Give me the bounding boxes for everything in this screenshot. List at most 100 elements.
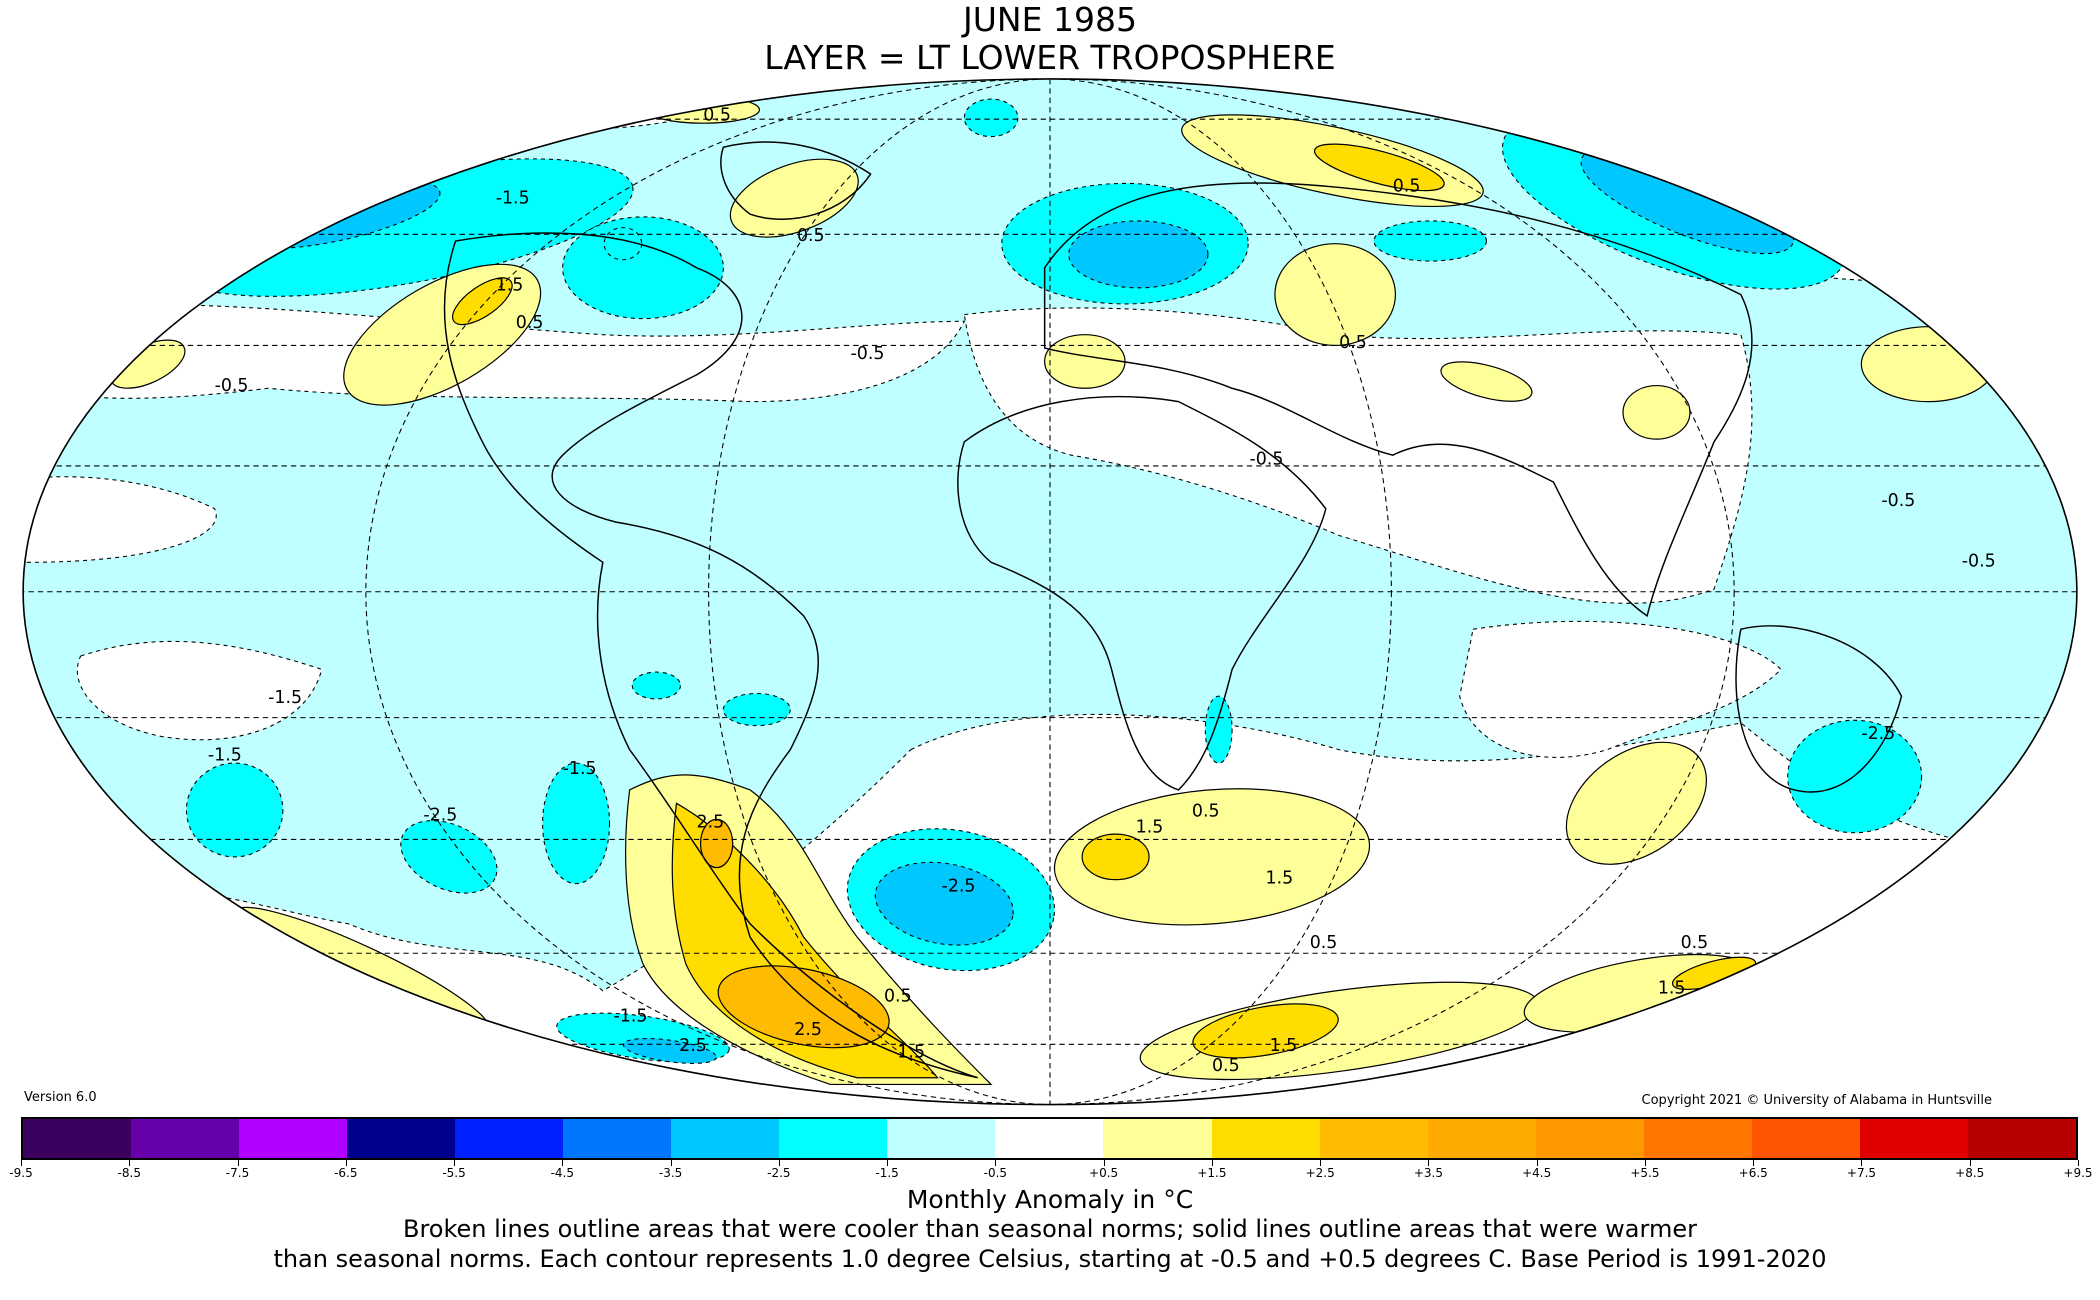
colorbar-axis-label: Monthly Anomaly in °C xyxy=(906,1185,1194,1214)
colorbar-tick-mark xyxy=(454,1160,456,1166)
colorbar-tick-mark xyxy=(237,1160,239,1166)
colorbar-segment xyxy=(1643,1119,1752,1158)
contour-label: 1.5 xyxy=(897,1043,925,1063)
contour-label: 1.5 xyxy=(1658,978,1686,998)
version-label: Version 6.0 xyxy=(24,1090,97,1105)
colorbar-segment xyxy=(671,1119,780,1158)
contour-label: 1.5 xyxy=(496,276,524,296)
colorbar-segment xyxy=(1211,1119,1320,1158)
coastlines xyxy=(443,141,1903,1079)
colorbar-tick-mark xyxy=(1644,1160,1646,1166)
colorbar-tick-label: +3.5 xyxy=(1413,1166,1443,1180)
contour-label: -0.5 xyxy=(851,344,885,364)
colorbar-tick-mark xyxy=(2078,1160,2079,1166)
contour-label: -0.5 xyxy=(1962,551,1996,571)
contour-label: -0.5 xyxy=(1881,491,1915,511)
colorbar-tick-mark xyxy=(1211,1160,1213,1166)
contour-label: 0.5 xyxy=(1212,1056,1240,1076)
caption-line-1: Broken lines outline areas that were coo… xyxy=(403,1215,1697,1243)
colorbar-tick-label: -8.5 xyxy=(117,1166,141,1180)
colorbar-tick-mark xyxy=(1320,1160,1322,1166)
colorbar-tick-mark xyxy=(670,1160,672,1166)
colorbar-tick-label: -7.5 xyxy=(225,1166,250,1180)
colorbar-tick-mark xyxy=(1753,1160,1755,1166)
colorbar-tick-label: +1.5 xyxy=(1197,1166,1227,1180)
colorbar-segment xyxy=(1535,1119,1644,1158)
colorbar-segment xyxy=(239,1119,348,1158)
colorbar-tick-mark xyxy=(887,1160,889,1166)
contour-label: -1.5 xyxy=(563,759,597,779)
contour-label: 0.5 xyxy=(884,986,912,1006)
colorbar-segment xyxy=(455,1119,564,1158)
colorbar-segment xyxy=(131,1119,240,1158)
colorbar-segment xyxy=(1103,1119,1212,1158)
colorbar-tick-mark xyxy=(778,1160,780,1166)
colorbar-segment xyxy=(347,1119,456,1158)
colorbar-tick-mark xyxy=(345,1160,347,1166)
contour-label: -2.5 xyxy=(423,806,457,826)
colorbar-tick-mark xyxy=(1536,1160,1538,1166)
contour-label: 0.5 xyxy=(1339,333,1367,353)
colorbar-segment xyxy=(563,1119,672,1158)
colorbar-tick-label: +6.5 xyxy=(1738,1166,1768,1180)
colorbar-tick-mark xyxy=(995,1160,997,1166)
colorbar-tick-label: -0.5 xyxy=(983,1166,1008,1180)
contour-label: -1.5 xyxy=(268,688,302,708)
colorbar-segment xyxy=(995,1119,1104,1158)
contour-label: -2.5 xyxy=(1861,724,1895,744)
contour-label: 0.5 xyxy=(1393,176,1421,196)
colorbar-tick-label: -9.5 xyxy=(9,1166,33,1180)
colorbar-tick-label: -5.5 xyxy=(442,1166,466,1180)
caption-line-2: than seasonal norms. Each contour repres… xyxy=(273,1245,1827,1273)
colorbar-segment xyxy=(779,1119,888,1158)
contour-label: -2.5 xyxy=(942,877,976,897)
colorbar-tick-label: -3.5 xyxy=(658,1166,683,1180)
colorbar-tick-label: +5.5 xyxy=(1630,1166,1660,1180)
contour-label: 0.5 xyxy=(1192,802,1220,822)
contour-label: 0.5 xyxy=(1310,933,1338,953)
colorbar-tick-label: -1.5 xyxy=(875,1166,899,1180)
colorbar-tick-label: +2.5 xyxy=(1305,1166,1335,1180)
contour-label: -1.5 xyxy=(496,189,530,209)
colorbar-tick-label: +8.5 xyxy=(1955,1166,1985,1180)
colorbar-tick-label: +7.5 xyxy=(1846,1166,1877,1180)
colorbar-ticks: -9.5 -8.5 -7.5 -6.5 -5.5 -4.5 -3.5 -2.5 -1.5 -0.5… xyxy=(9,1160,2093,1186)
globe-outline xyxy=(22,78,2078,1106)
colorbar-tick-mark xyxy=(1969,1160,1971,1166)
colorbar-segment xyxy=(887,1119,996,1158)
colorbar xyxy=(21,1117,2078,1160)
colorbar-segment xyxy=(1319,1119,1428,1158)
colorbar-segment xyxy=(1967,1119,2076,1158)
contour-label: -0.5 xyxy=(215,376,249,396)
colorbar-tick-mark xyxy=(21,1160,22,1166)
colorbar-segment xyxy=(1859,1119,1968,1158)
contour-label: 1.5 xyxy=(1266,869,1294,889)
layer-subtitle: LAYER = LT LOWER TROPOSPHERE xyxy=(764,38,1336,77)
contour-labels: 0.5 -1.5 2.5 1.5 0.5 0.5 1.5 0.5 0.5 0.5 -0.5 -0.5 -… xyxy=(208,105,1996,1076)
copyright-label: Copyright 2021 © University of Alabama i… xyxy=(1641,1093,1992,1108)
contour-label: 0.5 xyxy=(797,226,825,246)
contour-label: 0.5 xyxy=(703,105,731,125)
contour-label: 1.5 xyxy=(1136,818,1164,838)
colorbar-tick-label: -6.5 xyxy=(334,1166,358,1180)
colorbar-tick-label: +0.5 xyxy=(1089,1166,1119,1180)
colorbar-tick-mark xyxy=(1861,1160,1863,1166)
colorbar-segment xyxy=(1427,1119,1536,1158)
contour-label: -0.5 xyxy=(1249,450,1283,470)
contour-label: -1.5 xyxy=(614,1007,648,1027)
map-title: JUNE 1985 xyxy=(963,0,1137,39)
colorbar-tick-label: +9.5 xyxy=(2063,1166,2093,1180)
contour-label: 1.5 xyxy=(1270,1036,1298,1056)
contour-label: 0.5 xyxy=(1681,933,1709,953)
colorbar-tick-label: -4.5 xyxy=(550,1166,575,1180)
contour-label: 2.5 xyxy=(697,812,725,832)
contour-label: 2.5 xyxy=(679,1036,707,1056)
colorbar-tick-mark xyxy=(1103,1160,1105,1166)
colorbar-tick-mark xyxy=(1428,1160,1430,1166)
contour-label: 0.5 xyxy=(516,313,544,333)
colorbar-tick-mark xyxy=(129,1160,131,1166)
colorbar-tick-label: +4.5 xyxy=(1522,1166,1552,1180)
colorbar-tick-label: -2.5 xyxy=(767,1166,791,1180)
colorbar-segment xyxy=(1751,1119,1860,1158)
